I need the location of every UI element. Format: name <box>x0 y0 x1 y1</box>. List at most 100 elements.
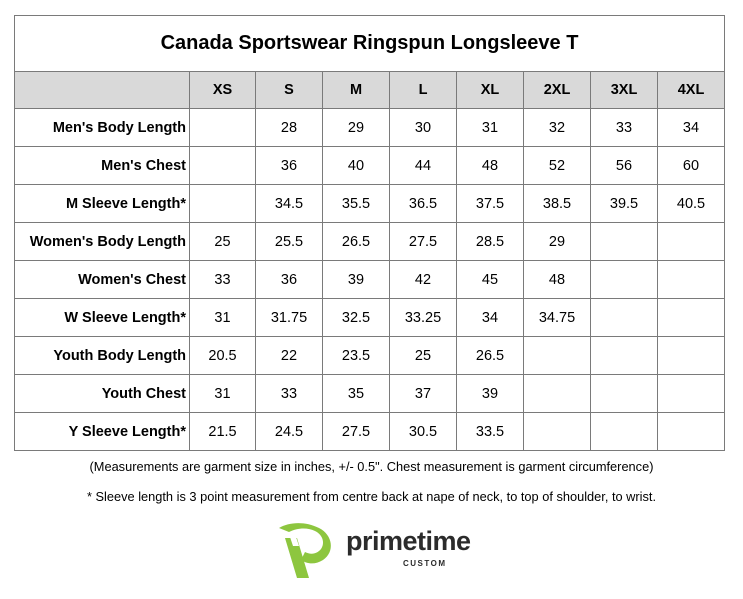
measurement-note: (Measurements are garment size in inches… <box>89 459 654 474</box>
measurement-cell <box>590 298 658 337</box>
measurement-cell <box>189 184 256 223</box>
measurement-cell: 52 <box>523 146 591 185</box>
primetime-p-logo-icon <box>279 523 331 578</box>
measurement-cell: 31 <box>189 298 256 337</box>
measurement-cell: 35 <box>322 374 390 413</box>
measurement-cell: 32 <box>523 108 591 147</box>
measurement-cell: 25 <box>389 336 457 375</box>
measurement-cell <box>523 374 591 413</box>
measurement-cell: 33.5 <box>456 412 524 451</box>
size-header: 4XL <box>657 71 725 109</box>
row-label: Women's Body Length <box>14 222 190 261</box>
measurement-cell: 34.75 <box>523 298 591 337</box>
measurement-cell <box>523 412 591 451</box>
measurement-cell: 39 <box>322 260 390 299</box>
logo-wordmark: primetime <box>346 526 471 556</box>
size-chart-table: Canada Sportswear Ringspun Longsleeve T … <box>14 15 725 451</box>
size-header: S <box>255 71 323 109</box>
measurement-cell: 33 <box>189 260 256 299</box>
measurement-cell: 38.5 <box>523 184 591 223</box>
table-row: Y Sleeve Length* 21.5 24.5 27.5 30.5 33.5 <box>14 412 725 451</box>
measurement-cell <box>590 412 658 451</box>
chart-title: Canada Sportswear Ringspun Longsleeve T <box>14 15 725 72</box>
measurement-cell <box>523 336 591 375</box>
measurement-cell: 28 <box>255 108 323 147</box>
measurement-cell: 30 <box>389 108 457 147</box>
measurement-cell: 33 <box>590 108 658 147</box>
measurement-cell: 35.5 <box>322 184 390 223</box>
measurement-cell: 21.5 <box>189 412 256 451</box>
measurement-cell: 20.5 <box>189 336 256 375</box>
measurement-cell: 24.5 <box>255 412 323 451</box>
header-corner-cell <box>14 71 190 109</box>
measurement-cell: 48 <box>523 260 591 299</box>
measurement-cell: 36.5 <box>389 184 457 223</box>
row-label: Men's Body Length <box>14 108 190 147</box>
measurement-cell: 29 <box>322 108 390 147</box>
measurement-cell: 22 <box>255 336 323 375</box>
table-row: M Sleeve Length* 34.5 35.5 36.5 37.5 38.5 39.5… <box>14 184 725 223</box>
measurement-cell <box>657 412 725 451</box>
measurement-cell: 45 <box>456 260 524 299</box>
measurement-cell: 37 <box>389 374 457 413</box>
measurement-cell: 33.25 <box>389 298 457 337</box>
measurement-cell <box>590 336 658 375</box>
measurement-cell <box>590 222 658 261</box>
measurement-cell: 23.5 <box>322 336 390 375</box>
measurement-cell: 32.5 <box>322 298 390 337</box>
row-label: Youth Chest <box>14 374 190 413</box>
measurement-cell <box>657 336 725 375</box>
measurement-cell: 31 <box>189 374 256 413</box>
measurement-cell: 42 <box>389 260 457 299</box>
measurement-cell: 28.5 <box>456 222 524 261</box>
measurement-cell: 33 <box>255 374 323 413</box>
measurement-cell: 40.5 <box>657 184 725 223</box>
measurement-cell <box>189 108 256 147</box>
size-header: L <box>389 71 457 109</box>
measurement-cell: 40 <box>322 146 390 185</box>
row-label: Women's Chest <box>14 260 190 299</box>
measurement-cell: 37.5 <box>456 184 524 223</box>
measurement-cell: 29 <box>523 222 591 261</box>
row-label: M Sleeve Length* <box>14 184 190 223</box>
measurement-cell: 34.5 <box>255 184 323 223</box>
row-label: Y Sleeve Length* <box>14 412 190 451</box>
measurement-cell: 48 <box>456 146 524 185</box>
measurement-cell: 25 <box>189 222 256 261</box>
measurement-cell: 27.5 <box>389 222 457 261</box>
measurement-cell <box>657 374 725 413</box>
measurement-cell <box>590 260 658 299</box>
size-header: XS <box>189 71 256 109</box>
table-row: Women's Body Length 25 25.5 26.5 27.5 28.5 29 <box>14 222 725 261</box>
size-header-row: XS S M L XL 2XL 3XL 4XL <box>14 71 725 109</box>
measurement-cell <box>657 260 725 299</box>
measurement-cell <box>657 298 725 337</box>
table-row: Youth Body Length 20.5 22 23.5 25 26.5 <box>14 336 725 375</box>
table-row: Women's Chest 33 36 39 42 45 48 <box>14 260 725 299</box>
measurement-cell: 39 <box>456 374 524 413</box>
measurement-cell: 34 <box>456 298 524 337</box>
measurement-cell: 36 <box>255 260 323 299</box>
measurement-cell: 31 <box>456 108 524 147</box>
measurement-cell <box>657 222 725 261</box>
measurement-cell: 44 <box>389 146 457 185</box>
measurement-cell: 30.5 <box>389 412 457 451</box>
measurement-cell: 25.5 <box>255 222 323 261</box>
measurement-cell: 26.5 <box>456 336 524 375</box>
measurement-cell: 34 <box>657 108 725 147</box>
measurement-cell: 27.5 <box>322 412 390 451</box>
table-row: W Sleeve Length* 31 31.75 32.5 33.25 34 34.75 <box>14 298 725 337</box>
measurement-cell: 26.5 <box>322 222 390 261</box>
table-row: Youth Chest 31 33 35 37 39 <box>14 374 725 413</box>
row-label: W Sleeve Length* <box>14 298 190 337</box>
size-header: M <box>322 71 390 109</box>
logo-subtext: CUSTOM <box>403 559 447 568</box>
measurement-cell: 60 <box>657 146 725 185</box>
measurement-cell: 56 <box>590 146 658 185</box>
size-header: XL <box>456 71 524 109</box>
row-label: Youth Body Length <box>14 336 190 375</box>
measurement-cell <box>590 374 658 413</box>
measurement-cell: 39.5 <box>590 184 658 223</box>
size-header: 3XL <box>590 71 658 109</box>
table-row: Men's Body Length 28 29 30 31 32 33 34 <box>14 108 725 147</box>
